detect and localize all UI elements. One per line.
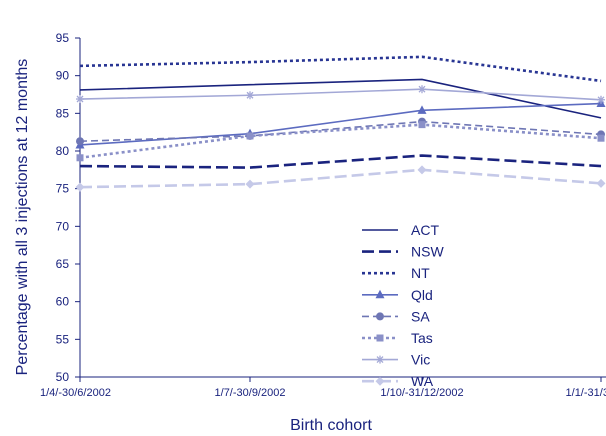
- axes: [75, 37, 606, 382]
- series-line: [79, 55, 602, 83]
- legend-label: Tas: [411, 330, 433, 346]
- legend-label: NSW: [411, 244, 444, 260]
- legend-item-tas: Tas: [362, 330, 433, 346]
- data-point-marker: [597, 134, 605, 142]
- y-tick-label: 85: [56, 106, 70, 120]
- data-point-marker: [597, 95, 605, 104]
- legend-item-sa: SA: [362, 308, 430, 324]
- legend-label: WA: [411, 373, 434, 389]
- y-tick-label: 65: [56, 257, 70, 271]
- x-tick-label: 1/1/-31/3/2003: [566, 387, 606, 399]
- series-act: [79, 78, 602, 119]
- series-vic: [76, 85, 605, 104]
- series-line: [79, 168, 602, 189]
- y-tick-label: 55: [56, 332, 70, 346]
- y-axis-title: Percentage with all 3 injections at 12 m…: [14, 59, 31, 376]
- series-line: [79, 88, 602, 101]
- data-point-marker: [418, 121, 426, 129]
- series-line: [79, 154, 602, 169]
- data-point-marker: [376, 312, 384, 321]
- data-point-marker: [417, 105, 427, 114]
- data-point-marker: [417, 165, 427, 175]
- legend: ACT NSW NT Qld SA Tas Vic WA: [362, 222, 444, 389]
- series-nsw: [79, 154, 602, 169]
- data-point-marker: [596, 178, 606, 188]
- data-point-marker: [245, 179, 255, 189]
- series-line: [79, 78, 602, 119]
- series-qld: [75, 98, 606, 149]
- y-tick-label: 90: [56, 69, 70, 83]
- y-tick-label: 50: [56, 370, 70, 384]
- y-tick-label: 95: [56, 31, 70, 45]
- legend-item-vic: Vic: [362, 352, 430, 368]
- legend-label: Vic: [411, 352, 430, 368]
- data-point-marker: [246, 132, 254, 140]
- data-point-marker: [76, 95, 84, 104]
- series-line: [79, 120, 602, 143]
- data-point-marker: [375, 376, 385, 386]
- x-axis-title: Birth cohort: [290, 417, 372, 434]
- y-tick-label: 70: [56, 219, 70, 233]
- series-nt: [79, 55, 602, 83]
- data-point-marker: [375, 289, 385, 299]
- legend-label: SA: [411, 308, 430, 324]
- legend-item-qld: Qld: [362, 287, 433, 303]
- y-tick-label: 80: [56, 144, 70, 158]
- series-lines: [75, 55, 606, 192]
- legend-item-wa: WA: [362, 373, 434, 389]
- data-point-marker: [76, 137, 84, 146]
- series-wa: [75, 165, 606, 192]
- legend-label: NT: [411, 265, 430, 281]
- legend-label: ACT: [411, 222, 439, 238]
- series-line: [79, 102, 602, 146]
- data-point-marker: [246, 91, 254, 100]
- x-tick-label: 1/4/-30/6/2002: [40, 387, 111, 399]
- legend-item-nsw: NSW: [362, 244, 444, 260]
- data-point-marker: [75, 182, 85, 192]
- legend-item-nt: NT: [362, 265, 430, 281]
- legend-item-act: ACT: [362, 222, 439, 238]
- data-point-marker: [376, 355, 384, 364]
- x-tick-label: 1/10/-31/12/2002: [380, 387, 463, 399]
- series-tas: [76, 121, 605, 162]
- legend-label: Qld: [411, 287, 433, 303]
- series-line: [79, 123, 602, 160]
- data-point-marker: [76, 154, 84, 162]
- tick-labels: 50 55 60 65 70 75 80 85 90 95 1/4/-30/6/2002 1/7/-3…: [40, 31, 606, 399]
- x-tick-label: 1/7/-30/9/2002: [215, 387, 286, 399]
- y-tick-label: 60: [56, 295, 70, 309]
- y-tick-label: 75: [56, 182, 70, 196]
- data-point-marker: [418, 85, 426, 94]
- data-point-marker: [376, 334, 384, 342]
